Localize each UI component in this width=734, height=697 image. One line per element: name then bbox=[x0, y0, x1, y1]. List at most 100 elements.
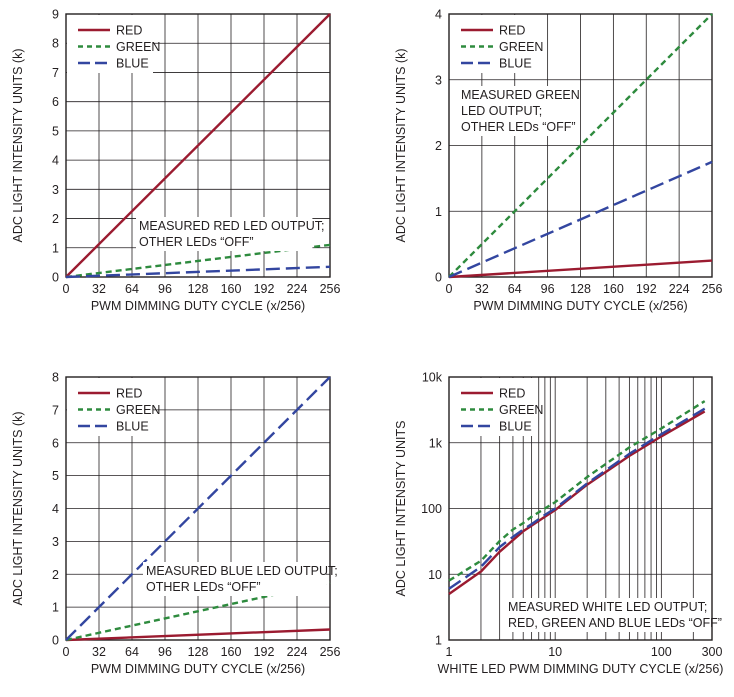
x-tick-label: 256 bbox=[320, 645, 341, 659]
y-tick-label: 1k bbox=[429, 436, 443, 450]
legend-label-blue: BLUE bbox=[116, 57, 149, 71]
x-tick-label: 96 bbox=[158, 645, 172, 659]
y-axis-label: ADC LIGHT INTENSITY UNITS bbox=[394, 421, 408, 597]
legend-label-green: GREEN bbox=[499, 40, 543, 54]
legend-label-red: RED bbox=[499, 24, 525, 38]
chart-green-led-output: 0 32 64 96 128 160 192 224 256 0 1 2 3 4 PWM DIMMING D… bbox=[394, 8, 722, 314]
plot-frame bbox=[65, 376, 331, 641]
annotation-line: MEASURED BLUE LED OUTPUT; bbox=[146, 564, 338, 578]
series-line-red bbox=[448, 410, 706, 595]
x-tick-label: 0 bbox=[63, 645, 70, 659]
legend: RED GREEN BLUE bbox=[450, 378, 543, 436]
plot-frame bbox=[448, 376, 713, 641]
series-line-red bbox=[448, 259, 713, 279]
x-tick-label: 192 bbox=[254, 645, 275, 659]
series-line-blue bbox=[448, 407, 706, 590]
annotation: MEASURED BLUE LED OUTPUT; OTHER LEDs “OFF… bbox=[143, 562, 338, 596]
annotation-line: MEASURED RED LED OUTPUT; bbox=[139, 219, 324, 233]
legend-label-red: RED bbox=[116, 24, 142, 38]
y-tick-label: 0 bbox=[52, 634, 59, 648]
x-tick-label: 1 bbox=[446, 645, 453, 659]
plot-frame bbox=[65, 13, 331, 278]
legend-label-red: RED bbox=[116, 387, 142, 401]
annotation-line: RED, GREEN AND BLUE LEDs “OFF” bbox=[508, 616, 722, 630]
annotation-line: OTHER LEDs “OFF” bbox=[139, 235, 254, 249]
annotation-line: OTHER LEDs “OFF” bbox=[146, 580, 261, 594]
y-tick-label: 7 bbox=[52, 403, 59, 417]
legend-label-blue: BLUE bbox=[499, 57, 532, 71]
grid bbox=[66, 14, 330, 277]
y-tick-label: 2 bbox=[52, 212, 59, 226]
plot-frame bbox=[448, 13, 713, 278]
y-tick-label: 5 bbox=[52, 124, 59, 138]
x-tick-label: 32 bbox=[92, 282, 106, 296]
x-axis-label: PWM DIMMING DUTY CYCLE (x/256) bbox=[91, 662, 305, 676]
series-line-green bbox=[448, 13, 713, 278]
annotation-line: MEASURED WHITE LED OUTPUT; bbox=[508, 600, 707, 614]
x-tick-label: 160 bbox=[221, 645, 242, 659]
series-line-green bbox=[448, 400, 706, 582]
legend: RED GREEN BLUE bbox=[67, 15, 160, 73]
y-tick-label: 3 bbox=[52, 183, 59, 197]
annotation-background bbox=[136, 217, 313, 251]
y-tick-label: 8 bbox=[52, 371, 59, 385]
chart-red-led-output: 0 32 64 96 128 160 192 224 256 0 1 2 3 4 5 6 7 8 9 PWM DIMM… bbox=[11, 8, 340, 314]
y-tick-label: 1 bbox=[435, 205, 442, 219]
x-tick-label: 64 bbox=[125, 645, 139, 659]
x-tick-label: 224 bbox=[287, 282, 308, 296]
x-tick-label: 100 bbox=[651, 645, 672, 659]
legend-label-green: GREEN bbox=[499, 403, 543, 417]
x-tick-label: 0 bbox=[446, 282, 453, 296]
x-tick-label: 300 bbox=[702, 645, 723, 659]
x-tick-label: 224 bbox=[287, 645, 308, 659]
x-tick-label: 128 bbox=[188, 282, 209, 296]
y-tick-label: 0 bbox=[52, 271, 59, 285]
x-tick-label: 256 bbox=[702, 282, 723, 296]
x-tick-label: 64 bbox=[508, 282, 522, 296]
x-tick-label: 192 bbox=[636, 282, 657, 296]
annotation: MEASURED GREEN LED OUTPUT; OTHER LEDs “OFF… bbox=[458, 86, 580, 136]
x-tick-label: 256 bbox=[320, 282, 341, 296]
y-tick-label: 0 bbox=[435, 271, 442, 285]
x-tick-label: 32 bbox=[475, 282, 489, 296]
x-tick-label: 128 bbox=[188, 645, 209, 659]
y-axis-label: ADC LIGHT INTENSITY UNITS (k) bbox=[11, 48, 25, 242]
legend-label-blue: BLUE bbox=[499, 420, 532, 434]
series-line-red bbox=[65, 13, 331, 278]
x-tick-label: 96 bbox=[541, 282, 555, 296]
y-tick-label: 1 bbox=[435, 634, 442, 648]
legend: RED GREEN BLUE bbox=[450, 15, 543, 73]
legend-label-blue: BLUE bbox=[116, 420, 149, 434]
series-line-red bbox=[65, 628, 331, 642]
annotation: MEASURED WHITE LED OUTPUT; RED, GREEN AND… bbox=[505, 598, 722, 632]
x-tick-label: 192 bbox=[254, 282, 275, 296]
series-line-blue bbox=[448, 160, 713, 279]
series-line-blue bbox=[65, 376, 331, 641]
y-tick-label: 2 bbox=[52, 568, 59, 582]
y-axis-label: ADC LIGHT INTENSITY UNITS (k) bbox=[394, 48, 408, 242]
x-tick-label: 96 bbox=[158, 282, 172, 296]
series-line-blue bbox=[65, 265, 331, 279]
y-tick-label: 100 bbox=[421, 502, 442, 516]
y-tick-label: 10 bbox=[428, 568, 442, 582]
x-tick-label: 32 bbox=[92, 645, 106, 659]
y-tick-label: 9 bbox=[52, 8, 59, 22]
annotation-line: LED OUTPUT; bbox=[461, 104, 542, 118]
annotation-line: OTHER LEDs “OFF” bbox=[461, 120, 576, 134]
y-tick-label: 3 bbox=[435, 73, 442, 87]
chart-white-led-output: 1 10 100 300 1 10 100 1k 10k WHITE LED PWM DIMMIN… bbox=[394, 371, 723, 677]
legend-label-green: GREEN bbox=[116, 403, 160, 417]
annotation-background bbox=[505, 598, 708, 632]
legend-label-green: GREEN bbox=[116, 40, 160, 54]
y-tick-label: 8 bbox=[52, 37, 59, 51]
y-tick-label: 4 bbox=[435, 8, 442, 22]
y-tick-label: 1 bbox=[52, 241, 59, 255]
x-tick-label: 10 bbox=[548, 645, 562, 659]
x-axis-label: WHITE LED PWM DIMMING DUTY CYCLE (x/256) bbox=[438, 662, 724, 676]
y-tick-label: 6 bbox=[52, 95, 59, 109]
y-tick-label: 6 bbox=[52, 436, 59, 450]
x-tick-label: 0 bbox=[63, 282, 70, 296]
y-tick-label: 5 bbox=[52, 469, 59, 483]
annotation-background bbox=[458, 86, 578, 136]
